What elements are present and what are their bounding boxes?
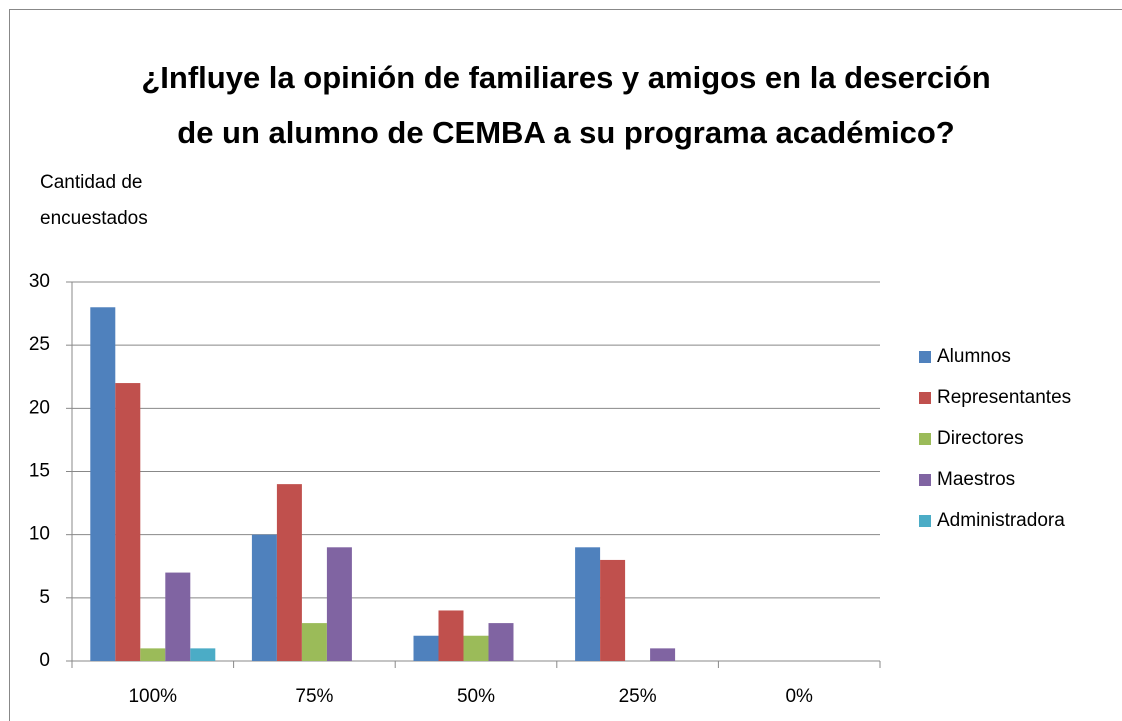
bar	[190, 648, 216, 661]
x-tick-label: 100%	[128, 686, 177, 707]
chart-border	[9, 9, 1122, 721]
legend-label: Representantes	[937, 387, 1071, 408]
bar	[326, 547, 352, 661]
legend-label: Directores	[937, 428, 1024, 449]
bar	[301, 623, 327, 661]
y-tick-label: 25	[29, 334, 50, 355]
bar	[650, 648, 676, 661]
y-tick-label: 20	[29, 397, 50, 418]
bar	[463, 635, 489, 661]
chart-title: ¿Influye la opinión de familiares y amig…	[141, 60, 991, 150]
y-tick-label: 30	[29, 271, 50, 292]
bar	[251, 534, 277, 661]
legend-swatch	[919, 515, 931, 527]
y-tick-label: 0	[39, 650, 50, 671]
x-tick-label: 50%	[457, 686, 495, 707]
y-tick-label: 5	[39, 587, 50, 608]
y-tick-label: 10	[29, 524, 50, 545]
legend-swatch	[919, 351, 931, 363]
bar	[115, 383, 141, 661]
legend-swatch	[919, 474, 931, 486]
legend-label: Administradora	[937, 510, 1065, 531]
x-tick-label: 0%	[785, 686, 813, 707]
bar	[600, 559, 626, 661]
x-tick-label: 75%	[295, 686, 333, 707]
legend-label: Maestros	[937, 469, 1015, 490]
y-tick-label: 15	[29, 461, 50, 482]
bar	[90, 307, 116, 661]
bar	[488, 623, 514, 661]
bar	[575, 547, 601, 661]
x-tick-label: 25%	[619, 686, 657, 707]
bar	[140, 648, 166, 661]
bar	[165, 572, 191, 661]
y-axis-label: Cantidad de encuestados	[40, 172, 148, 229]
legend-label: Alumnos	[937, 346, 1011, 367]
bar	[276, 484, 302, 661]
legend-swatch	[919, 433, 931, 445]
bar	[438, 610, 464, 661]
bar	[413, 635, 439, 661]
legend-swatch	[919, 392, 931, 404]
